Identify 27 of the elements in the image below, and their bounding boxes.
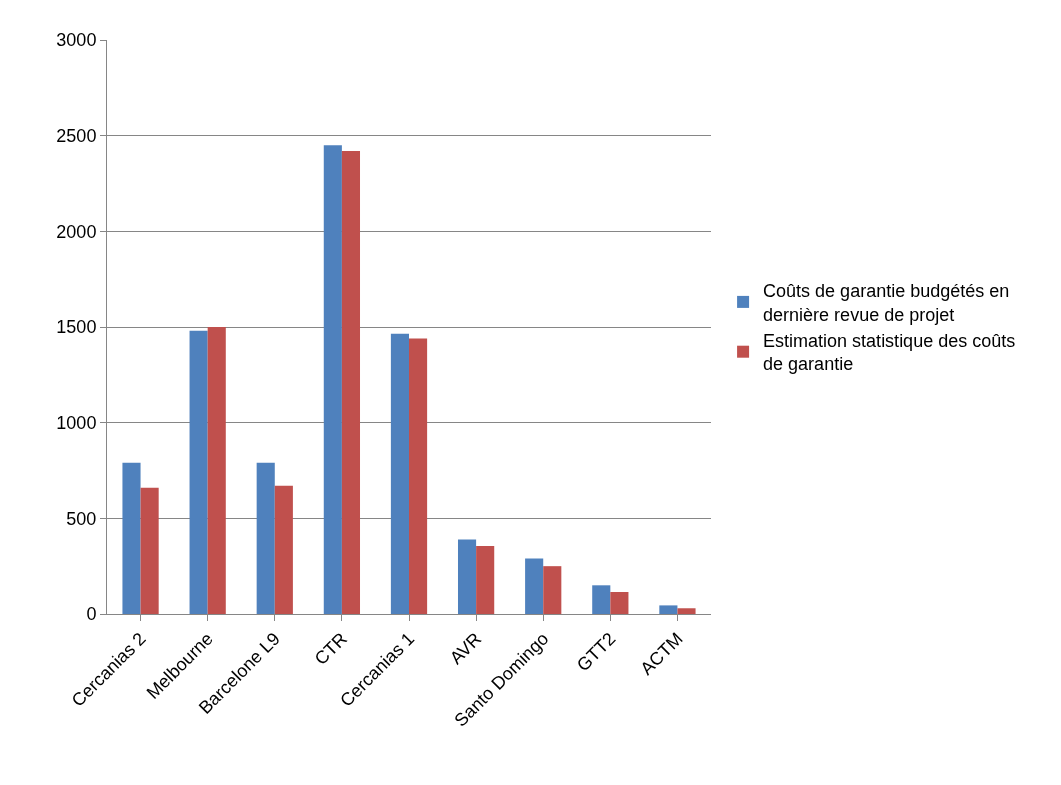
bar [476,546,495,614]
bar [140,487,159,614]
bar [659,605,678,614]
y-tick-label: 0 [86,604,97,625]
bar [323,145,342,614]
bar [610,592,629,614]
bar [457,539,477,614]
legend-label: Estimation statistique des coûts de garantie [763,331,1016,375]
bar [207,327,226,614]
bar [543,566,562,614]
bar [677,608,696,614]
bar [256,462,275,614]
legend-label: Coûts de garantie budgétés en dernière revue de projet [763,281,1010,325]
y-tick-label: 500 [66,508,97,529]
y-tick-label: 3000 [56,30,97,51]
bar [525,558,544,614]
bar [390,333,409,614]
bar [341,150,361,614]
bar [122,462,141,614]
bar [274,485,293,614]
y-tick-label: 2500 [56,125,97,146]
bar [189,330,208,614]
bar [592,585,611,614]
y-tick-label: 2000 [56,221,97,242]
y-tick-label: 1500 [56,317,97,338]
y-tick-label: 1000 [56,412,97,433]
bar [409,338,428,614]
